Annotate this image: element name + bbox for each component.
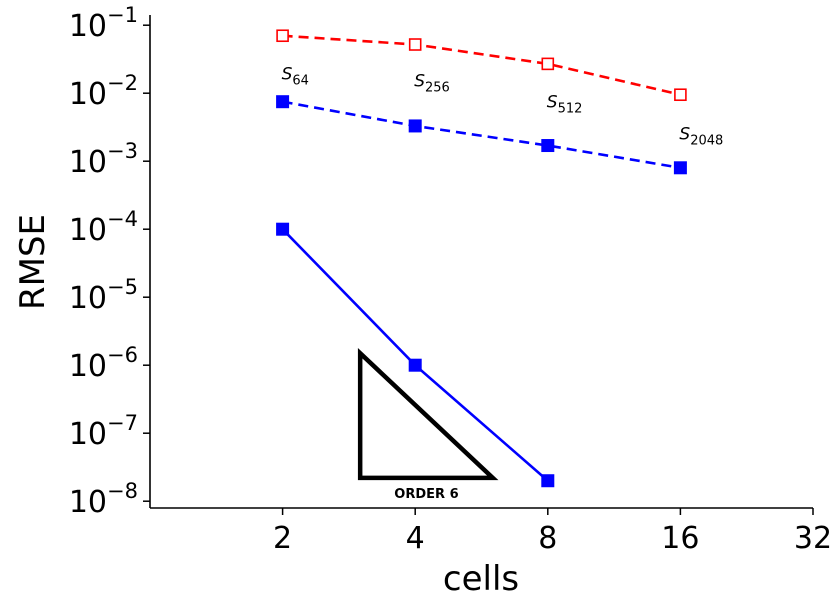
data-point xyxy=(541,474,555,488)
data-point xyxy=(276,222,290,236)
series-annotation: S256 xyxy=(414,72,450,96)
y-tick-label: 10−5 xyxy=(69,275,138,316)
data-point xyxy=(276,95,290,109)
series-annotation: S64 xyxy=(282,64,309,88)
annotations: S64 S256 S512 S2048 xyxy=(282,64,724,148)
series-line-S-scheme xyxy=(282,34,681,96)
series-group xyxy=(276,29,687,488)
series-line-dashed-blue xyxy=(282,100,681,170)
data-point xyxy=(673,161,687,175)
axes xyxy=(149,15,813,509)
x-tick-label: 32 xyxy=(794,521,831,556)
y-tick-label: 10−8 xyxy=(69,479,138,520)
x-tick-label: 8 xyxy=(538,521,557,556)
data-point xyxy=(541,57,555,71)
data-point xyxy=(408,38,422,51)
data-point xyxy=(276,29,289,43)
order-triangle: ORDER 6 xyxy=(357,348,499,502)
series-annotation: S2048 xyxy=(679,124,723,148)
data-point xyxy=(674,88,687,102)
order-triangle-shape xyxy=(357,348,499,481)
y-axis-label: RMSE xyxy=(13,214,53,310)
y-tick-label: 10−2 xyxy=(69,71,138,112)
x-axis-label: cells xyxy=(443,559,519,599)
y-tick-label: 10−1 xyxy=(69,3,138,44)
y-tick-label: 10−4 xyxy=(69,207,138,248)
y-tick-label: 10−3 xyxy=(69,139,138,180)
series-line-solid-blue xyxy=(281,228,549,482)
x-tick-label: 2 xyxy=(273,521,292,556)
order-triangle-label: ORDER 6 xyxy=(394,487,458,502)
x-tick-label: 16 xyxy=(661,521,699,556)
data-point xyxy=(408,119,422,133)
y-ticks: 10−1 10−2 10−3 10−4 10−5 10−6 10−7 10−8 xyxy=(69,3,150,520)
series-annotation: S512 xyxy=(547,92,583,116)
y-tick-label: 10−7 xyxy=(69,411,138,452)
y-tick-label: 10−6 xyxy=(69,343,138,384)
x-tick-label: 4 xyxy=(406,521,425,556)
data-point xyxy=(541,139,555,153)
data-point xyxy=(408,358,422,372)
x-ticks: 2 4 8 16 32 xyxy=(273,508,831,556)
